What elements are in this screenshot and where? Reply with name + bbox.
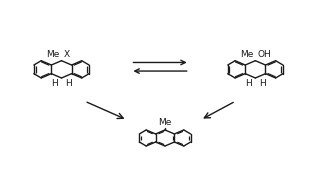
Text: Me: Me xyxy=(158,118,172,127)
Text: X: X xyxy=(64,51,70,60)
Text: Me: Me xyxy=(46,51,59,60)
Text: Me: Me xyxy=(240,51,253,60)
Text: OH: OH xyxy=(258,51,271,60)
Text: H: H xyxy=(65,79,72,88)
Text: H: H xyxy=(259,79,266,88)
Text: H: H xyxy=(245,79,252,88)
Text: H: H xyxy=(51,79,58,88)
